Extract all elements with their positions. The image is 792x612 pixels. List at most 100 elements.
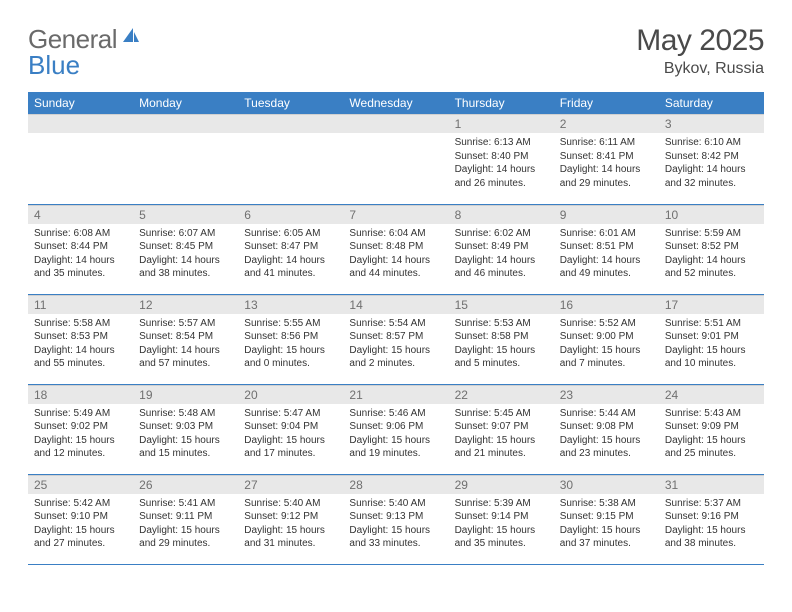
day-body	[343, 133, 448, 140]
day-number: 6	[238, 205, 343, 224]
dow-thursday: Thursday	[449, 92, 554, 114]
day-body: Sunrise: 5:41 AMSunset: 9:11 PMDaylight:…	[133, 494, 238, 555]
day-cell: 5Sunrise: 6:07 AMSunset: 8:45 PMDaylight…	[133, 204, 238, 294]
dow-monday: Monday	[133, 92, 238, 114]
week-row: 25Sunrise: 5:42 AMSunset: 9:10 PMDayligh…	[28, 474, 764, 564]
day-cell: 9Sunrise: 6:01 AMSunset: 8:51 PMDaylight…	[554, 204, 659, 294]
daylight-text: Daylight: 15 hours and 12 minutes.	[34, 434, 127, 461]
day-number: 2	[554, 114, 659, 133]
day-number: 10	[659, 205, 764, 224]
day-number: 8	[449, 205, 554, 224]
day-body: Sunrise: 5:47 AMSunset: 9:04 PMDaylight:…	[238, 404, 343, 465]
day-number: 11	[28, 295, 133, 314]
day-number	[133, 114, 238, 133]
daylight-text: Daylight: 15 hours and 15 minutes.	[139, 434, 232, 461]
day-cell	[238, 114, 343, 204]
sunset-text: Sunset: 9:02 PM	[34, 420, 127, 434]
sunrise-text: Sunrise: 5:54 AM	[349, 317, 442, 331]
day-number: 26	[133, 475, 238, 494]
dow-row: Sunday Monday Tuesday Wednesday Thursday…	[28, 92, 764, 114]
sunset-text: Sunset: 9:13 PM	[349, 510, 442, 524]
sunset-text: Sunset: 8:49 PM	[455, 240, 548, 254]
day-cell: 24Sunrise: 5:43 AMSunset: 9:09 PMDayligh…	[659, 384, 764, 474]
daylight-text: Daylight: 15 hours and 5 minutes.	[455, 344, 548, 371]
day-cell: 28Sunrise: 5:40 AMSunset: 9:13 PMDayligh…	[343, 474, 448, 564]
day-body: Sunrise: 6:04 AMSunset: 8:48 PMDaylight:…	[343, 224, 448, 285]
sunrise-text: Sunrise: 5:47 AM	[244, 407, 337, 421]
sunrise-text: Sunrise: 5:49 AM	[34, 407, 127, 421]
daylight-text: Daylight: 15 hours and 27 minutes.	[34, 524, 127, 551]
week-row: 4Sunrise: 6:08 AMSunset: 8:44 PMDaylight…	[28, 204, 764, 294]
sunrise-text: Sunrise: 6:07 AM	[139, 227, 232, 241]
daylight-text: Daylight: 15 hours and 0 minutes.	[244, 344, 337, 371]
sunset-text: Sunset: 9:08 PM	[560, 420, 653, 434]
sunrise-text: Sunrise: 5:38 AM	[560, 497, 653, 511]
day-body: Sunrise: 5:38 AMSunset: 9:15 PMDaylight:…	[554, 494, 659, 555]
sunset-text: Sunset: 8:53 PM	[34, 330, 127, 344]
sunrise-text: Sunrise: 5:48 AM	[139, 407, 232, 421]
day-cell: 8Sunrise: 6:02 AMSunset: 8:49 PMDaylight…	[449, 204, 554, 294]
day-body: Sunrise: 5:43 AMSunset: 9:09 PMDaylight:…	[659, 404, 764, 465]
sunrise-text: Sunrise: 5:40 AM	[349, 497, 442, 511]
sunset-text: Sunset: 8:57 PM	[349, 330, 442, 344]
sunrise-text: Sunrise: 5:55 AM	[244, 317, 337, 331]
month-title: May 2025	[636, 24, 764, 58]
sunset-text: Sunset: 9:03 PM	[139, 420, 232, 434]
day-body: Sunrise: 6:02 AMSunset: 8:49 PMDaylight:…	[449, 224, 554, 285]
sunset-text: Sunset: 9:11 PM	[139, 510, 232, 524]
sunset-text: Sunset: 9:04 PM	[244, 420, 337, 434]
sunrise-text: Sunrise: 5:39 AM	[455, 497, 548, 511]
day-body: Sunrise: 5:37 AMSunset: 9:16 PMDaylight:…	[659, 494, 764, 555]
daylight-text: Daylight: 14 hours and 38 minutes.	[139, 254, 232, 281]
sunset-text: Sunset: 8:45 PM	[139, 240, 232, 254]
day-number: 4	[28, 205, 133, 224]
day-number: 30	[554, 475, 659, 494]
day-number: 12	[133, 295, 238, 314]
day-number: 24	[659, 385, 764, 404]
day-number: 27	[238, 475, 343, 494]
sunrise-text: Sunrise: 6:08 AM	[34, 227, 127, 241]
day-cell: 14Sunrise: 5:54 AMSunset: 8:57 PMDayligh…	[343, 294, 448, 384]
day-number: 15	[449, 295, 554, 314]
day-body: Sunrise: 5:54 AMSunset: 8:57 PMDaylight:…	[343, 314, 448, 375]
day-number: 19	[133, 385, 238, 404]
day-cell: 31Sunrise: 5:37 AMSunset: 9:16 PMDayligh…	[659, 474, 764, 564]
sunset-text: Sunset: 8:40 PM	[455, 150, 548, 164]
day-cell: 20Sunrise: 5:47 AMSunset: 9:04 PMDayligh…	[238, 384, 343, 474]
sunset-text: Sunset: 8:48 PM	[349, 240, 442, 254]
day-cell: 21Sunrise: 5:46 AMSunset: 9:06 PMDayligh…	[343, 384, 448, 474]
calendar-table: Sunday Monday Tuesday Wednesday Thursday…	[28, 92, 764, 565]
day-number: 14	[343, 295, 448, 314]
day-number	[28, 114, 133, 133]
sunset-text: Sunset: 8:42 PM	[665, 150, 758, 164]
daylight-text: Daylight: 15 hours and 29 minutes.	[139, 524, 232, 551]
day-cell: 3Sunrise: 6:10 AMSunset: 8:42 PMDaylight…	[659, 114, 764, 204]
sunrise-text: Sunrise: 5:41 AM	[139, 497, 232, 511]
sunset-text: Sunset: 9:12 PM	[244, 510, 337, 524]
sunrise-text: Sunrise: 5:44 AM	[560, 407, 653, 421]
sunset-text: Sunset: 9:10 PM	[34, 510, 127, 524]
day-number: 28	[343, 475, 448, 494]
day-cell: 22Sunrise: 5:45 AMSunset: 9:07 PMDayligh…	[449, 384, 554, 474]
sunrise-text: Sunrise: 5:43 AM	[665, 407, 758, 421]
day-body: Sunrise: 6:11 AMSunset: 8:41 PMDaylight:…	[554, 133, 659, 194]
day-cell: 1Sunrise: 6:13 AMSunset: 8:40 PMDaylight…	[449, 114, 554, 204]
day-body: Sunrise: 5:49 AMSunset: 9:02 PMDaylight:…	[28, 404, 133, 465]
daylight-text: Daylight: 15 hours and 19 minutes.	[349, 434, 442, 461]
sunset-text: Sunset: 9:01 PM	[665, 330, 758, 344]
daylight-text: Daylight: 14 hours and 46 minutes.	[455, 254, 548, 281]
day-cell: 13Sunrise: 5:55 AMSunset: 8:56 PMDayligh…	[238, 294, 343, 384]
sunset-text: Sunset: 9:16 PM	[665, 510, 758, 524]
sunset-text: Sunset: 8:51 PM	[560, 240, 653, 254]
day-number	[343, 114, 448, 133]
day-number: 3	[659, 114, 764, 133]
day-body: Sunrise: 5:45 AMSunset: 9:07 PMDaylight:…	[449, 404, 554, 465]
daylight-text: Daylight: 15 hours and 25 minutes.	[665, 434, 758, 461]
dow-wednesday: Wednesday	[343, 92, 448, 114]
day-cell: 10Sunrise: 5:59 AMSunset: 8:52 PMDayligh…	[659, 204, 764, 294]
day-body: Sunrise: 5:53 AMSunset: 8:58 PMDaylight:…	[449, 314, 554, 375]
day-body: Sunrise: 5:40 AMSunset: 9:13 PMDaylight:…	[343, 494, 448, 555]
day-number: 23	[554, 385, 659, 404]
sunrise-text: Sunrise: 5:53 AM	[455, 317, 548, 331]
day-number: 13	[238, 295, 343, 314]
